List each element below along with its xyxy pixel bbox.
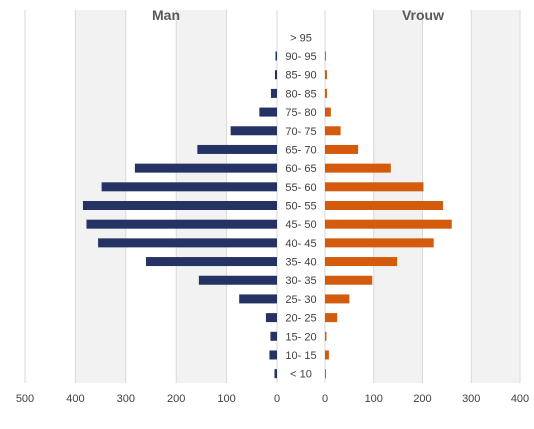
bars-group [82,51,452,379]
bar-man [145,257,277,267]
bar-vrouw [325,163,391,173]
bar-vrouw [325,369,326,379]
category-label: 20- 25 [285,313,316,325]
category-label: 55- 60 [285,182,316,194]
right-panel-title: Vrouw [402,7,444,23]
bar-man [98,238,277,248]
bar-man [86,219,277,229]
category-label: 15- 20 [285,331,316,343]
category-label: 70- 75 [285,126,316,138]
grid-band [373,10,423,383]
category-label: < 10 [290,369,312,381]
bar-man [197,144,277,154]
category-label: 45- 50 [285,219,316,231]
axis-ticks: 500 400 300 200 100 0 0 100 200 300 400 [16,393,529,405]
category-label: 30- 35 [285,275,316,287]
x-tick-label: 100 [365,393,383,405]
bar-man [239,294,277,304]
bar-man [270,88,277,98]
category-label: 60- 65 [285,163,316,175]
bar-vrouw [325,257,398,267]
bar-vrouw [325,70,327,80]
bar-vrouw [325,238,434,248]
bar-vrouw [325,219,452,229]
x-tick-label: 500 [16,393,34,405]
bar-man [269,350,277,360]
bar-man [230,126,277,136]
bar-vrouw [325,51,326,61]
bar-man [198,275,277,285]
x-tick-label: 400 [66,393,84,405]
bar-vrouw [325,275,373,285]
category-label: 65- 70 [285,144,316,156]
left-panel-grid [24,10,278,383]
x-tick-label: 300 [117,393,135,405]
category-label: 85- 90 [285,70,316,82]
category-label: 80- 85 [285,88,316,100]
category-labels: < 10 10- 15 15- 20 20- 25 25- 30 30- 35 35- 40… [285,32,316,380]
category-label: 75- 80 [285,107,316,119]
x-tick-label: 0 [322,393,328,405]
bar-man [265,313,277,323]
bar-vrouw [325,126,341,136]
bar-vrouw [325,182,424,192]
bar-vrouw [325,350,329,360]
bar-man [259,107,277,117]
bar-man [270,331,277,341]
bar-vrouw [325,201,443,210]
category-label: 90- 95 [285,51,316,63]
category-label: 40- 45 [285,238,316,250]
x-tick-label: 400 [511,393,529,405]
category-label: 35- 40 [285,257,316,269]
bar-vrouw [325,144,359,154]
grid-band [75,10,126,383]
x-tick-label: 200 [167,393,185,405]
grid-band [176,10,227,383]
bar-man [82,201,278,210]
bar-man [274,70,277,80]
bar-vrouw [325,88,327,98]
grid-band [471,10,520,383]
bar-vrouw [325,294,350,304]
category-label: 50- 55 [285,201,316,213]
bar-vrouw [325,107,331,117]
category-label: 25- 30 [285,294,316,306]
bar-man [134,163,277,173]
x-tick-label: 100 [217,393,235,405]
right-panel-grid [324,10,521,383]
bar-man [274,369,277,379]
bar-man [275,51,277,61]
x-tick-label: 0 [274,393,280,405]
bar-man [101,182,277,192]
bar-vrouw [325,313,338,323]
category-label: > 95 [290,32,312,44]
x-tick-label: 200 [413,393,431,405]
left-panel-title: Man [152,7,180,23]
x-tick-label: 300 [462,393,480,405]
category-label: 10- 15 [285,350,316,362]
bar-vrouw [325,331,327,341]
